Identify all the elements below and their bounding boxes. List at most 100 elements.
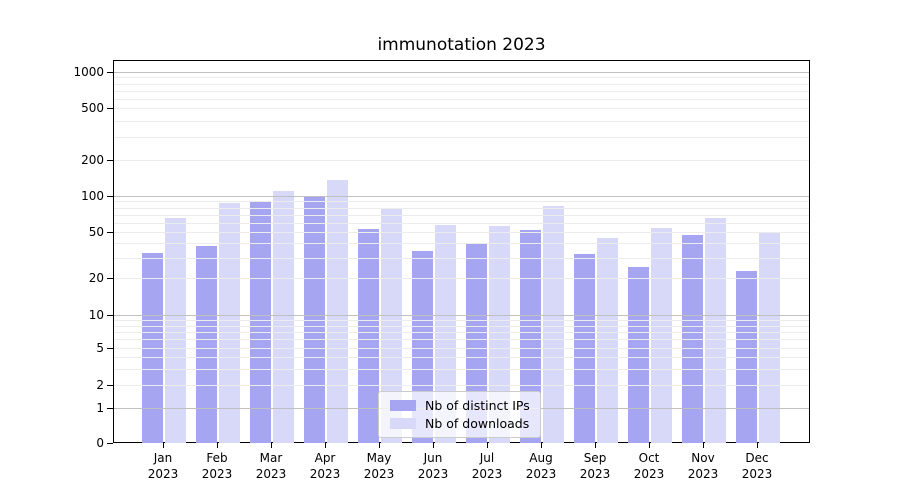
- legend-item-distinct_ips: Nb of distinct IPs: [385, 397, 534, 413]
- y-tick-label-500: 500: [81, 101, 104, 115]
- x-tick-label-jul: Jul 2023: [471, 451, 503, 481]
- bar-oct-distinct_ips: [628, 266, 649, 443]
- x-tick-label-sep: Sep 2023: [579, 451, 611, 481]
- y-tick-label-50: 50: [88, 225, 104, 239]
- legend: Nb of distinct IPs Nb of downloads: [378, 391, 541, 438]
- bar-oct-downloads: [650, 228, 672, 443]
- x-tick-label-mar: Mar 2023: [255, 451, 287, 481]
- x-tick-label-apr: Apr 2023: [309, 451, 341, 481]
- y-tick-5: [107, 347, 113, 349]
- x-tick-oct: [648, 443, 650, 448]
- legend-item-downloads: Nb of downloads: [385, 415, 534, 431]
- gridline-major-10: [114, 315, 809, 316]
- gridline-minor-800: [114, 83, 809, 85]
- x-tick-label-jan: Jan 2023: [147, 451, 179, 481]
- bar-sep-downloads: [596, 238, 618, 443]
- bar-nov-downloads: [704, 217, 726, 443]
- x-tick-aug: [540, 443, 542, 448]
- bar-mar-downloads: [272, 191, 294, 443]
- bar-jun-downloads: [434, 225, 456, 443]
- y-tick-label-5: 5: [96, 341, 104, 355]
- x-tick-jun: [432, 443, 434, 448]
- x-tick-label-oct: Oct 2023: [633, 451, 665, 481]
- gridline-minor-700: [114, 90, 809, 92]
- bar-dec-downloads: [758, 233, 780, 443]
- gridline-minor-20: [114, 278, 809, 279]
- y-tick-label-10: 10: [88, 308, 104, 322]
- y-tick-label-2: 2: [96, 378, 104, 392]
- x-tick-jul: [486, 443, 488, 448]
- x-tick-may: [378, 443, 380, 448]
- gridline-minor-4: [114, 357, 809, 358]
- bar-mar-distinct_ips: [250, 201, 271, 443]
- y-tick-20: [107, 277, 113, 279]
- gridline-minor-500: [114, 108, 809, 109]
- gridline-minor-8: [114, 325, 809, 327]
- gridline-minor-300: [114, 136, 809, 138]
- legend-swatch-distinct_ips: [390, 400, 416, 411]
- y-tick-label-200: 200: [81, 153, 104, 167]
- x-tick-mar: [270, 443, 272, 448]
- y-tick-label-100: 100: [81, 189, 104, 203]
- gridline-minor-60: [114, 222, 809, 224]
- bar-jan-downloads: [164, 217, 186, 443]
- gridline-minor-5: [114, 348, 809, 349]
- y-tick-2: [107, 384, 113, 386]
- bar-jan-distinct_ips: [142, 252, 163, 443]
- gridline-minor-30: [114, 257, 809, 259]
- gridline-minor-90: [114, 201, 809, 203]
- x-tick-feb: [216, 443, 218, 448]
- gridline-minor-40: [114, 243, 809, 245]
- bar-aug-downloads: [542, 206, 564, 443]
- x-tick-dec: [756, 443, 758, 448]
- gridline-minor-400: [114, 120, 809, 122]
- gridline-major-100: [114, 196, 809, 197]
- gridline-minor-600: [114, 98, 809, 100]
- x-tick-nov: [702, 443, 704, 448]
- legend-label-downloads: Nb of downloads: [425, 415, 530, 431]
- gridline-minor-6: [114, 339, 809, 341]
- x-tick-jan: [162, 443, 164, 448]
- gridline-minor-80: [114, 207, 809, 209]
- gridline-minor-3: [114, 368, 809, 370]
- x-tick-label-feb: Feb 2023: [201, 451, 233, 481]
- legend-label-distinct_ips: Nb of distinct IPs: [425, 397, 530, 413]
- gridline-major-1000: [114, 72, 809, 73]
- y-tick-0: [107, 442, 113, 444]
- gridline-minor-200: [114, 160, 809, 161]
- gridline-minor-70: [114, 214, 809, 216]
- x-tick-label-aug: Aug 2023: [525, 451, 557, 481]
- y-tick-50: [107, 231, 113, 233]
- y-tick-200: [107, 159, 113, 161]
- gridline-minor-50: [114, 232, 809, 233]
- plot-border: [113, 60, 810, 443]
- legend-swatch-downloads: [390, 418, 416, 429]
- y-tick-label-0: 0: [96, 436, 104, 450]
- x-tick-apr: [324, 443, 326, 448]
- bar-jul-downloads: [488, 226, 510, 443]
- gridline-minor-9: [114, 320, 809, 322]
- gridline-minor-7: [114, 331, 809, 333]
- bar-feb-downloads: [218, 203, 240, 443]
- gridline-minor-2: [114, 385, 809, 386]
- bar-aug-distinct_ips: [520, 229, 541, 443]
- y-tick-100: [107, 195, 113, 197]
- bar-apr-downloads: [326, 180, 348, 443]
- bar-dec-distinct_ips: [736, 270, 757, 443]
- y-tick-label-20: 20: [88, 271, 104, 285]
- y-tick-10: [107, 314, 113, 316]
- y-tick-label-1000: 1000: [73, 65, 104, 79]
- y-tick-label-1: 1: [96, 401, 104, 415]
- bar-nov-distinct_ips: [682, 235, 703, 443]
- x-tick-label-jun: Jun 2023: [417, 451, 449, 481]
- chart-title: immunotation 2023: [377, 35, 546, 55]
- bar-may-distinct_ips: [358, 228, 379, 443]
- x-tick-sep: [594, 443, 596, 448]
- x-tick-label-nov: Nov 2023: [687, 451, 719, 481]
- gridline-minor-900: [114, 77, 809, 79]
- y-tick-500: [107, 107, 113, 109]
- y-tick-1: [107, 407, 113, 409]
- bar-feb-distinct_ips: [196, 245, 217, 443]
- x-tick-label-may: May 2023: [363, 451, 395, 481]
